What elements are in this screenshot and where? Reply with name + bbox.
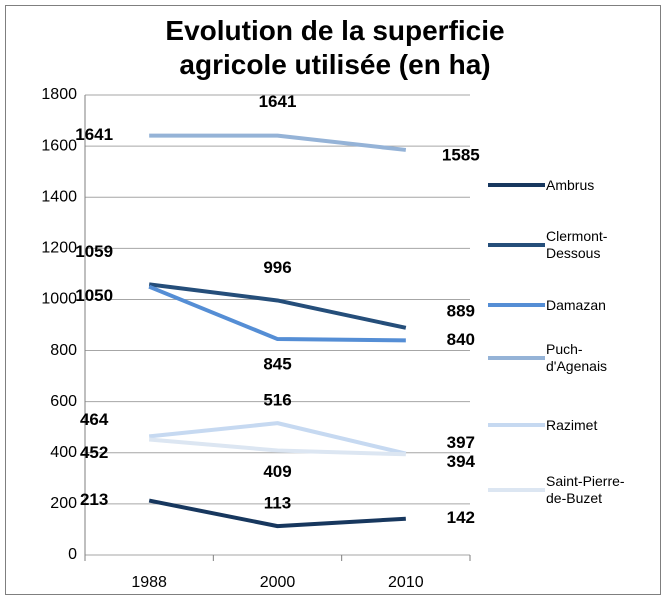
data-label: 516 [263, 391, 291, 410]
y-tick-label: 1000 [41, 291, 77, 308]
legend-label: Razimet [546, 416, 598, 433]
data-label: 113 [264, 494, 291, 513]
data-label: 1641 [75, 125, 113, 144]
series-line [148, 498, 406, 529]
data-label: 213 [80, 490, 108, 509]
legend-label: Clermont-Dessous [546, 228, 608, 261]
legend-label: Saint-Pierre-de-Buzet [546, 473, 625, 506]
y-tick-label: 1800 [41, 86, 77, 103]
data-label: 840 [447, 330, 475, 349]
data-label: 142 [447, 508, 475, 527]
x-tick-label: 1988 [131, 574, 167, 591]
chart-frame [5, 5, 661, 595]
data-label: 1585 [442, 145, 480, 164]
series-line [148, 421, 407, 456]
y-tick-label: 400 [50, 444, 77, 461]
series-line [148, 282, 407, 330]
y-tick-label: 1400 [41, 188, 77, 205]
data-label: 397 [447, 433, 475, 452]
y-tick-label: 0 [68, 546, 77, 563]
legend-label: Puch-d'Agenais [546, 341, 608, 374]
data-label: 1050 [75, 286, 113, 305]
data-label: 845 [263, 355, 291, 374]
data-label: 409 [263, 462, 291, 481]
y-tick-label: 1200 [41, 240, 77, 257]
data-label: 889 [447, 301, 475, 320]
data-label: 394 [447, 452, 476, 471]
data-label: 452 [80, 443, 108, 462]
x-tick-label: 2000 [260, 574, 296, 591]
y-tick-label: 600 [50, 393, 77, 410]
series-line [149, 133, 407, 152]
series-line [148, 284, 406, 343]
data-label: 1641 [259, 92, 297, 111]
chart-title: Evolution de la superficie agricole util… [165, 15, 505, 80]
data-label: 1059 [75, 242, 113, 261]
y-tick-label: 800 [50, 342, 77, 359]
x-tick-label: 2010 [388, 574, 424, 591]
y-tick-label: 200 [50, 495, 77, 512]
y-tick-label: 1600 [41, 137, 77, 154]
data-label: 464 [80, 410, 109, 429]
legend-label: Damazan [546, 296, 606, 313]
data-label: 996 [263, 258, 291, 277]
series-line [148, 437, 406, 457]
legend-label: Ambrus [546, 176, 595, 193]
